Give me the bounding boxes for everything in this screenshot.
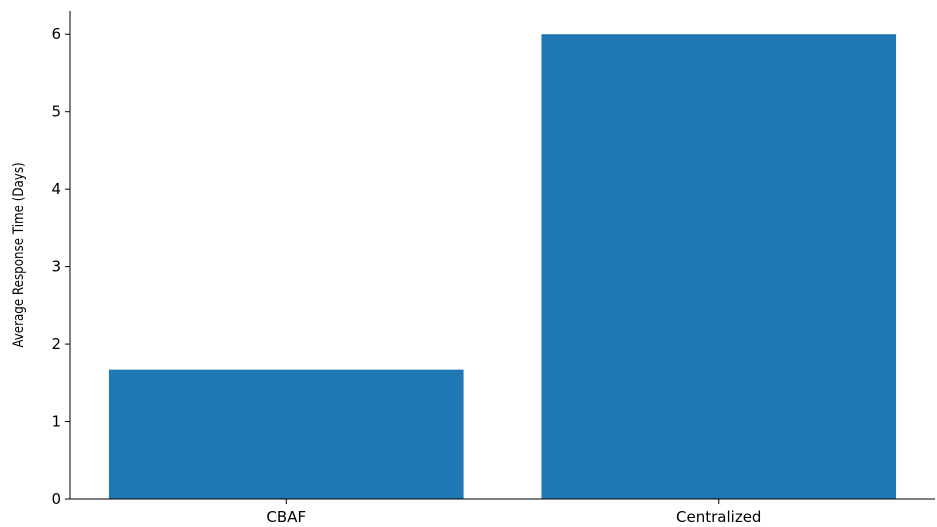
bars-group	[108, 34, 897, 499]
x-tick-label: Centralized	[676, 508, 761, 526]
y-tick-label: 4	[51, 180, 61, 198]
y-axis-ticks: 0 1 2 3 4 5 6	[51, 25, 70, 508]
y-tick-label: 6	[51, 25, 61, 43]
bar-centralized	[541, 34, 897, 499]
bar-cbaf	[108, 369, 464, 499]
y-tick-label: 0	[51, 490, 61, 508]
y-tick-label: 2	[51, 335, 61, 353]
x-tick-label: CBAF	[266, 508, 306, 526]
x-axis-ticks: CBAF Centralized	[266, 499, 761, 526]
y-tick-label: 5	[51, 103, 61, 121]
y-axis-label: Average Response Time (Days)	[11, 162, 27, 347]
y-tick-label: 3	[51, 258, 61, 276]
y-tick-label: 1	[51, 413, 61, 431]
